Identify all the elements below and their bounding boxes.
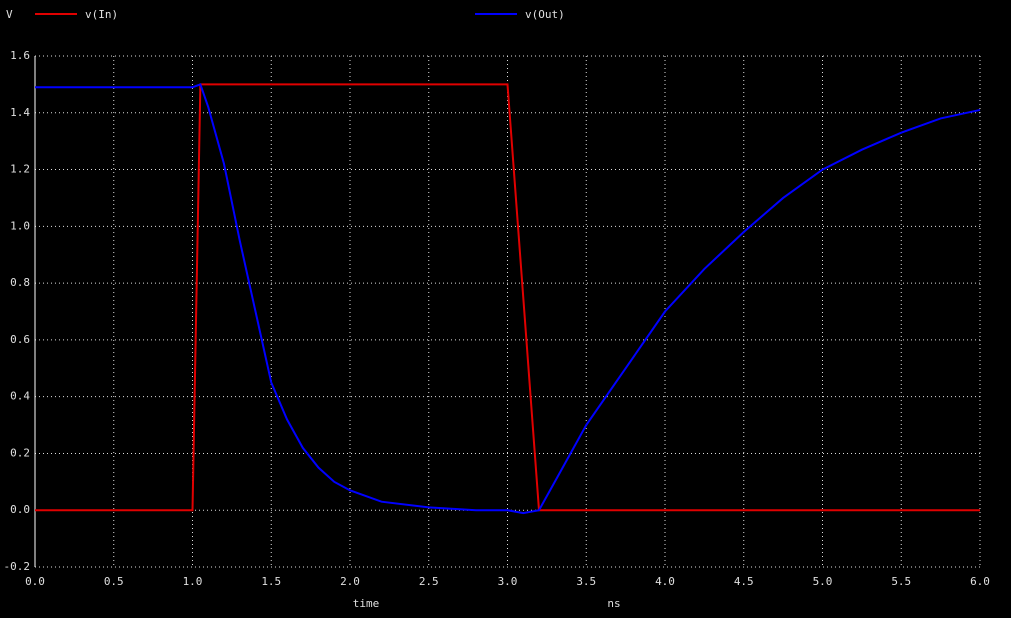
x-tick-label: 5.5: [891, 575, 911, 588]
x-tick-label: 6.0: [970, 575, 990, 588]
x-tick-label: 0.5: [104, 575, 124, 588]
y-tick-label: 0.6: [10, 333, 30, 346]
legend-label: v(In): [85, 8, 118, 21]
x-tick-label: 4.0: [655, 575, 675, 588]
x-axis-label: time: [353, 597, 380, 610]
y-tick-label: -0.2: [4, 560, 31, 573]
x-tick-label: 3.5: [576, 575, 596, 588]
x-tick-label: 1.5: [261, 575, 281, 588]
x-tick-label: 0.0: [25, 575, 45, 588]
y-axis-label: V: [6, 8, 13, 21]
y-tick-label: 1.4: [10, 106, 30, 119]
y-tick-label: 1.6: [10, 49, 30, 62]
x-axis-unit: ns: [607, 597, 620, 610]
x-tick-label: 4.5: [734, 575, 754, 588]
y-tick-label: 0.0: [10, 503, 30, 516]
x-tick-label: 2.0: [340, 575, 360, 588]
series-line: [35, 83, 981, 515]
y-tick-label: 0.8: [10, 276, 30, 289]
y-tick-label: 0.4: [10, 390, 30, 403]
y-tick-label: 0.2: [10, 446, 30, 459]
x-tick-label: 3.0: [498, 575, 518, 588]
legend-label: v(Out): [525, 8, 565, 21]
x-tick-label: 2.5: [419, 575, 439, 588]
y-tick-label: 1.2: [10, 163, 30, 176]
y-tick-label: 1.0: [10, 219, 30, 232]
series-line: [35, 83, 980, 512]
x-tick-label: 1.0: [183, 575, 203, 588]
x-tick-label: 5.0: [813, 575, 833, 588]
